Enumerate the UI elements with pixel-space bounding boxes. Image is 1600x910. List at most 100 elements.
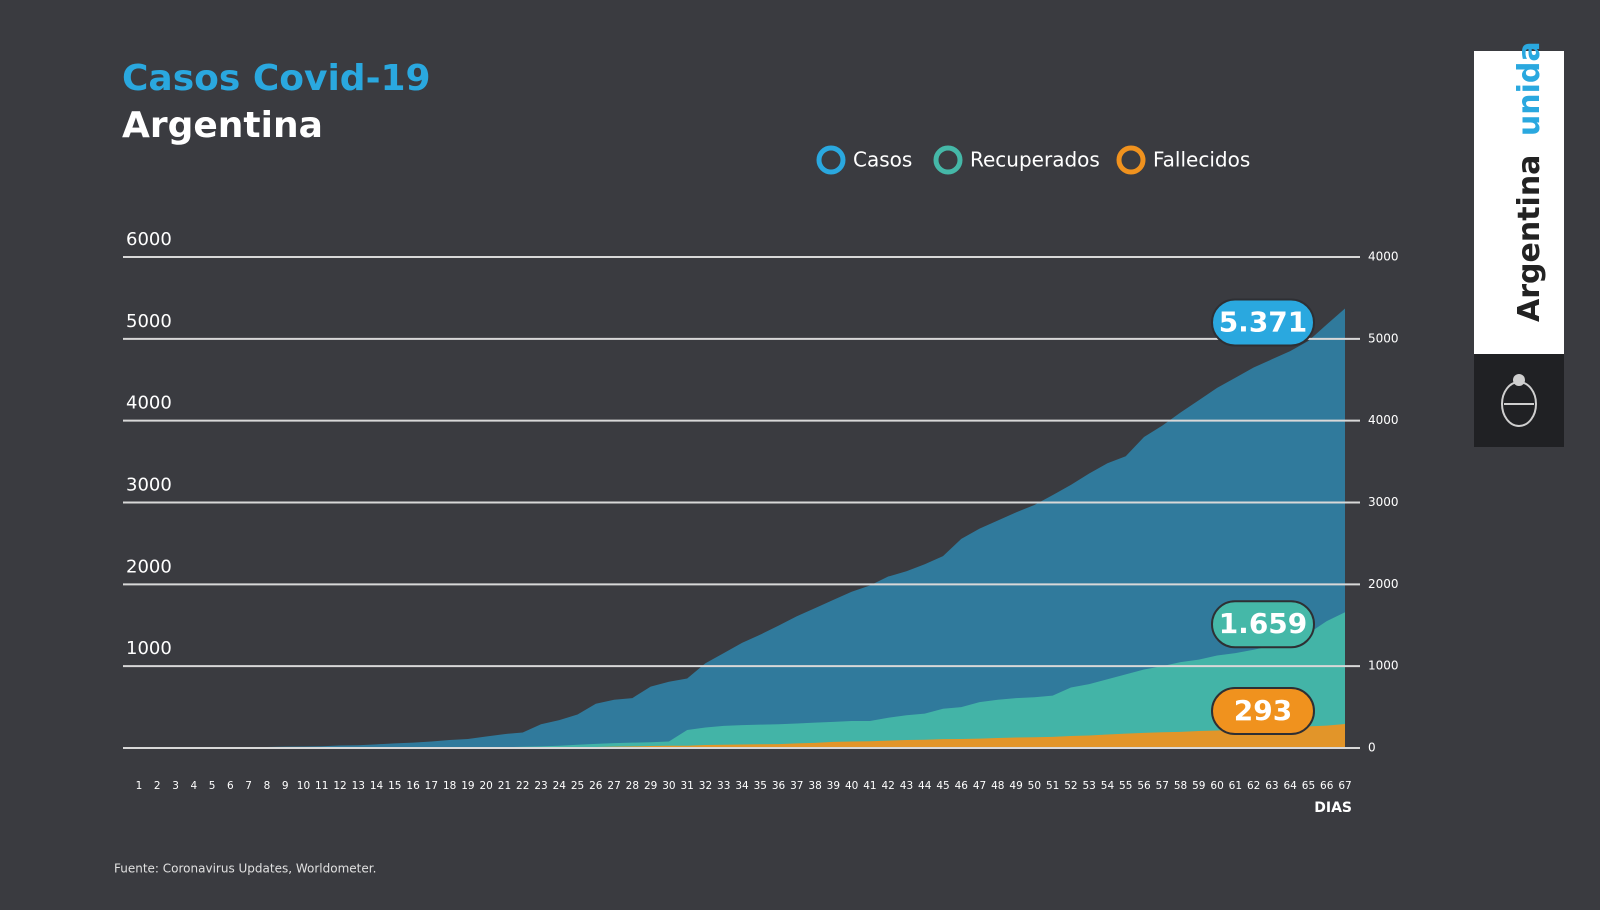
x-tick-label: 38 (808, 780, 821, 792)
y2-tick-label: 1000 (1368, 659, 1399, 673)
brand-word: Argentina (1512, 155, 1547, 322)
chart-subtitle: Argentina (122, 105, 323, 146)
x-tick-label: 46 (955, 780, 969, 792)
x-tick-label: 37 (790, 780, 803, 792)
x-tick-label: 64 (1283, 780, 1297, 792)
x-tick-label: 18 (443, 780, 456, 792)
legend-marker (933, 145, 963, 175)
y-tick-label: 5000 (126, 311, 172, 332)
legend-label: Recuperados (970, 148, 1100, 172)
x-tick-label: 44 (918, 780, 932, 792)
value-label: 5.371 (1219, 305, 1308, 338)
x-tick-label: 39 (827, 780, 840, 792)
emblem (1501, 374, 1537, 427)
brand-accent: unida (1512, 41, 1547, 136)
y2-tick-label: 4000 (1368, 413, 1399, 427)
y2-tick-label: 5000 (1368, 331, 1399, 345)
x-tick-label: 35 (754, 780, 767, 792)
x-tick-label: 2 (154, 780, 161, 792)
x-tick-label: 43 (900, 780, 913, 792)
y2-tick-label: 0 (1368, 741, 1376, 755)
x-tick-label: 4 (190, 780, 197, 792)
x-tick-label: 15 (388, 780, 401, 792)
x-tick-label: 10 (297, 780, 310, 792)
x-tick-label: 23 (534, 780, 547, 792)
value-pill (1211, 298, 1315, 347)
x-tick-label: 40 (845, 780, 858, 792)
chart-title: Casos Covid-19 (122, 58, 431, 99)
x-tick-label: 67 (1338, 780, 1351, 792)
x-tick-label: 26 (589, 780, 603, 792)
y-tick-label: 4000 (126, 393, 172, 414)
areas (139, 308, 1345, 748)
legend-marker (1116, 145, 1146, 175)
source: Fuente: Coronavirus Updates, Worldometer… (114, 862, 376, 876)
x-tick-label: 28 (626, 780, 639, 792)
y-tick-label: 3000 (126, 475, 172, 496)
value-label: 1.659 (1219, 607, 1308, 640)
x-tick-label: 61 (1229, 780, 1242, 792)
x-tick-label: 47 (973, 780, 986, 792)
x-tick-label: 41 (863, 780, 876, 792)
x-tick-label: 22 (516, 780, 529, 792)
x-tick-label: 58 (1174, 780, 1187, 792)
x-tick-label: 57 (1156, 780, 1169, 792)
brand-panel (1474, 51, 1564, 354)
x-tick-label: 60 (1210, 780, 1223, 792)
x-tick-label: 1 (136, 780, 143, 792)
x-tick-label: 3 (172, 780, 179, 792)
x-tick-label: 54 (1101, 780, 1115, 792)
x-tick-label: 63 (1265, 780, 1278, 792)
x-tick-label: 24 (553, 780, 567, 792)
y-tick-label: 2000 (126, 556, 172, 577)
value-pill (1211, 600, 1315, 649)
x-tick-label: 48 (991, 780, 1004, 792)
x-tick-label: 53 (1082, 780, 1095, 792)
legend-marker (816, 145, 846, 175)
x-tick-label: 62 (1247, 780, 1260, 792)
x-tick-label: 31 (680, 780, 693, 792)
x-tick-label: 33 (717, 780, 730, 792)
x-tick-label: 6 (227, 780, 234, 792)
x-tick-label: 45 (936, 780, 949, 792)
x-tick-label: 20 (479, 780, 492, 792)
value-pill (1211, 687, 1315, 736)
brand-text: Argentina unida (1512, 41, 1547, 322)
x-tick-label: 29 (644, 780, 657, 792)
x-tick-label: 42 (881, 780, 894, 792)
y2-tick-label: 2000 (1368, 577, 1399, 591)
y-tick-label: 1000 (126, 638, 172, 659)
x-tick-label: 12 (333, 780, 346, 792)
x-tick-label: 16 (406, 780, 420, 792)
x-tick-label: 50 (1028, 780, 1041, 792)
x-tick-label: 30 (662, 780, 675, 792)
y-tick-label: 6000 (126, 229, 172, 250)
x-tick-label: 13 (352, 780, 365, 792)
area (139, 724, 1345, 748)
x-axis-label: DIAS (1314, 800, 1352, 816)
x-tick-label: 55 (1119, 780, 1132, 792)
value-label: 293 (1234, 694, 1292, 727)
brand-emblem-panel (1474, 354, 1564, 447)
x-tick-label: 66 (1320, 780, 1334, 792)
y2-tick-label: 4000 (1368, 250, 1399, 264)
x-tick-label: 34 (735, 780, 749, 792)
x-tick-label: 7 (245, 780, 252, 792)
area (139, 308, 1345, 748)
legend-label: Casos (853, 148, 912, 172)
x-tick-label: 21 (498, 780, 511, 792)
x-tick-label: 11 (315, 780, 328, 792)
x-tick-label: 14 (370, 780, 384, 792)
x-tick-label: 59 (1192, 780, 1205, 792)
x-tick-label: 25 (571, 780, 584, 792)
y2-tick-label: 3000 (1368, 495, 1399, 509)
x-tick-label: 65 (1302, 780, 1315, 792)
x-tick-label: 49 (1009, 780, 1022, 792)
x-tick-label: 5 (209, 780, 216, 792)
x-tick-label: 52 (1064, 780, 1077, 792)
x-tick-label: 27 (607, 780, 620, 792)
x-tick-label: 56 (1137, 780, 1151, 792)
x-tick-label: 51 (1046, 780, 1059, 792)
